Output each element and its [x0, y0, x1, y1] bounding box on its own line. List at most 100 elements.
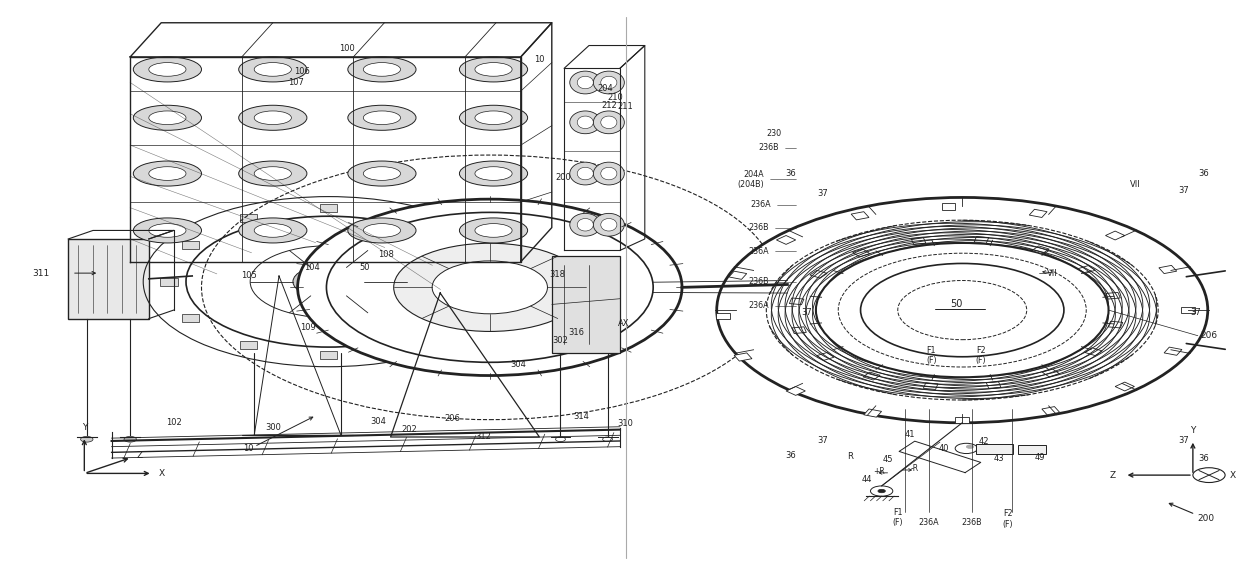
Bar — [810, 270, 827, 278]
Ellipse shape — [238, 105, 308, 130]
Bar — [459, 241, 476, 249]
Bar — [956, 417, 970, 423]
Text: +R: +R — [873, 467, 884, 476]
Ellipse shape — [601, 167, 618, 180]
Circle shape — [878, 489, 885, 493]
Ellipse shape — [363, 111, 401, 125]
Ellipse shape — [254, 167, 291, 180]
Bar — [790, 298, 804, 304]
Circle shape — [1193, 468, 1225, 483]
Bar — [160, 278, 177, 286]
Text: 212: 212 — [601, 101, 618, 110]
Text: F1
(F): F1 (F) — [893, 508, 903, 527]
Text: 42: 42 — [978, 437, 990, 446]
Ellipse shape — [238, 57, 308, 82]
Bar — [399, 214, 417, 222]
Text: 40: 40 — [939, 444, 949, 453]
Text: 204: 204 — [598, 84, 614, 93]
Ellipse shape — [475, 111, 512, 125]
Bar — [786, 386, 805, 395]
Bar — [552, 256, 620, 353]
Text: 302: 302 — [552, 336, 568, 345]
Text: 204A
(204B): 204A (204B) — [737, 170, 764, 189]
Ellipse shape — [459, 105, 528, 130]
Bar — [976, 444, 1013, 454]
Text: 37: 37 — [1178, 436, 1189, 446]
Ellipse shape — [601, 218, 618, 231]
Ellipse shape — [594, 71, 625, 94]
Text: 49: 49 — [1034, 453, 1045, 462]
Bar — [1078, 266, 1095, 274]
Bar — [68, 239, 149, 319]
Ellipse shape — [459, 161, 528, 186]
Bar — [986, 382, 1001, 388]
Text: 37: 37 — [817, 189, 828, 198]
Bar — [863, 372, 880, 380]
Ellipse shape — [347, 161, 417, 186]
Ellipse shape — [250, 246, 407, 318]
Text: R: R — [847, 452, 853, 461]
Text: 236B: 236B — [962, 518, 982, 527]
Bar — [1159, 265, 1177, 274]
Text: VII: VII — [1047, 269, 1058, 278]
Ellipse shape — [578, 116, 593, 129]
Text: 37: 37 — [817, 436, 828, 446]
Text: 108: 108 — [378, 250, 394, 259]
Ellipse shape — [363, 167, 401, 180]
Ellipse shape — [149, 111, 186, 125]
Bar — [776, 236, 796, 244]
Circle shape — [293, 265, 365, 298]
Bar — [975, 237, 988, 243]
Text: 304: 304 — [511, 360, 526, 369]
Bar — [924, 383, 937, 389]
Text: 106: 106 — [294, 67, 310, 76]
Bar — [853, 249, 870, 257]
Ellipse shape — [363, 63, 401, 76]
Text: 36: 36 — [785, 169, 796, 178]
Text: 206: 206 — [445, 414, 460, 423]
Text: 202: 202 — [402, 425, 417, 434]
Bar — [1032, 246, 1049, 254]
Bar — [1042, 369, 1059, 377]
Text: 37: 37 — [1178, 186, 1189, 195]
Text: 236A: 236A — [748, 301, 769, 310]
Ellipse shape — [601, 76, 618, 89]
Bar — [480, 278, 497, 286]
Bar — [1042, 407, 1060, 415]
Ellipse shape — [238, 161, 308, 186]
Bar — [729, 271, 746, 279]
Text: F1
(F): F1 (F) — [926, 346, 936, 365]
Ellipse shape — [459, 57, 528, 82]
Bar — [851, 212, 869, 220]
Text: 50: 50 — [950, 299, 962, 310]
Text: X: X — [1230, 471, 1236, 480]
Bar — [1164, 347, 1182, 355]
Ellipse shape — [134, 105, 201, 130]
Bar — [1106, 231, 1125, 240]
Bar — [399, 341, 417, 349]
Ellipse shape — [149, 63, 186, 76]
Text: 230: 230 — [766, 129, 781, 138]
Ellipse shape — [578, 76, 593, 89]
Circle shape — [81, 436, 93, 442]
Ellipse shape — [238, 218, 308, 243]
Text: 109: 109 — [300, 323, 316, 332]
Text: 210: 210 — [608, 93, 624, 102]
Text: 104: 104 — [304, 263, 320, 272]
Ellipse shape — [475, 224, 512, 237]
Text: 236B: 236B — [748, 277, 769, 286]
Bar — [241, 214, 258, 222]
Bar — [1182, 307, 1195, 313]
Bar — [1018, 445, 1045, 454]
Bar — [459, 314, 476, 322]
Ellipse shape — [394, 244, 585, 331]
Ellipse shape — [254, 63, 291, 76]
Ellipse shape — [569, 71, 600, 94]
Text: 102: 102 — [166, 418, 181, 427]
Bar — [320, 351, 337, 359]
Circle shape — [124, 436, 136, 442]
Text: 36: 36 — [785, 451, 796, 460]
Ellipse shape — [149, 224, 186, 237]
Ellipse shape — [578, 167, 593, 180]
Text: 236A: 236A — [919, 518, 939, 527]
